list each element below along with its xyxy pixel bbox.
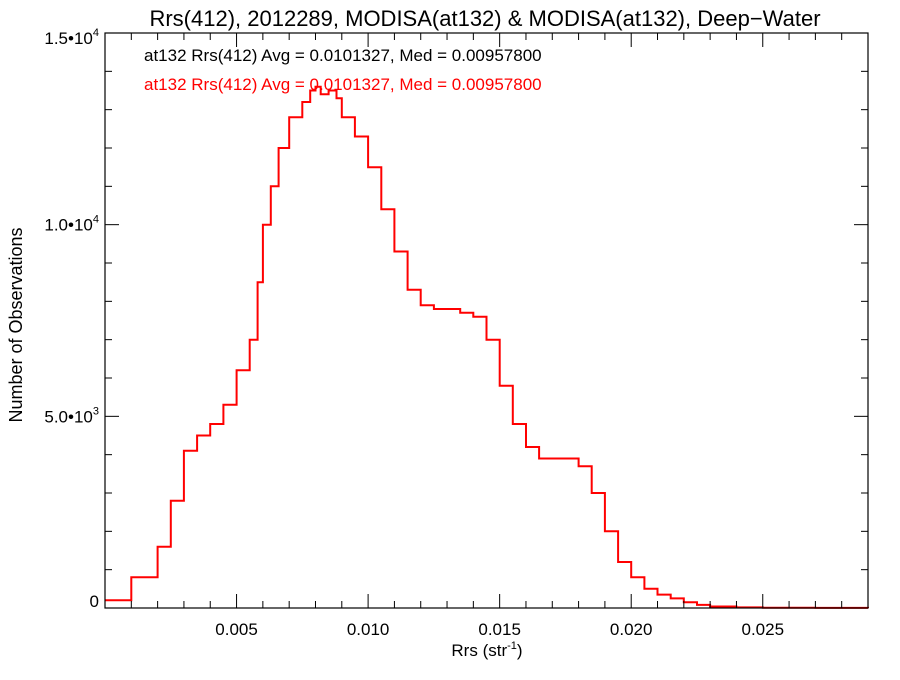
- x-axis-label-superscript: -1: [507, 640, 517, 652]
- chart-title: Rrs(412), 2012289, MODISA(at132) & MODIS…: [149, 6, 820, 31]
- x-axis-label: Rrs (str-1): [451, 640, 522, 660]
- y-tick-label-exponent: 3: [93, 405, 99, 417]
- y-tick-label: 5.0•103: [44, 405, 99, 426]
- y-tick-label-mantissa: 5.0•10: [44, 407, 93, 426]
- y-tick-label-exponent: 4: [93, 214, 99, 226]
- x-tick-label: 0.005: [215, 620, 258, 639]
- histogram-series-line-0: [105, 85, 869, 609]
- x-axis-label-end: ): [517, 641, 523, 660]
- y-tick-label-mantissa: 1.0•10: [44, 216, 93, 235]
- x-tick-label: 0.025: [741, 620, 784, 639]
- x-tick-label: 0.020: [610, 620, 653, 639]
- y-tick-label: 1.5•104: [44, 27, 99, 48]
- y-tick-label-mantissa: 1.5•10: [44, 29, 93, 48]
- x-tick-label: 0.010: [347, 620, 390, 639]
- x-tick-label: 0.015: [478, 620, 521, 639]
- y-axis-label: Number of Observations: [6, 227, 26, 422]
- x-axis-label-main: Rrs (str: [451, 641, 507, 660]
- annotation-red: at132 Rrs(412) Avg = 0.0101327, Med = 0.…: [144, 75, 542, 94]
- y-tick-label: 0: [90, 592, 99, 611]
- y-tick-label: 1.0•104: [44, 214, 99, 235]
- plot-frame: [104, 32, 869, 609]
- annotation-black: at132 Rrs(412) Avg = 0.0101327, Med = 0.…: [144, 46, 542, 65]
- y-tick-label-mantissa: 0: [90, 592, 99, 611]
- y-tick-label-exponent: 4: [93, 27, 99, 39]
